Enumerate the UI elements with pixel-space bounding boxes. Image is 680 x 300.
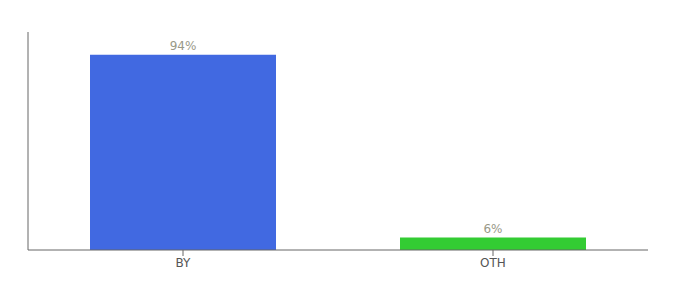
- svg-text:6%: 6%: [483, 222, 502, 236]
- svg-text:OTH: OTH: [480, 256, 506, 270]
- svg-text:94%: 94%: [170, 39, 197, 53]
- svg-text:BY: BY: [176, 256, 192, 270]
